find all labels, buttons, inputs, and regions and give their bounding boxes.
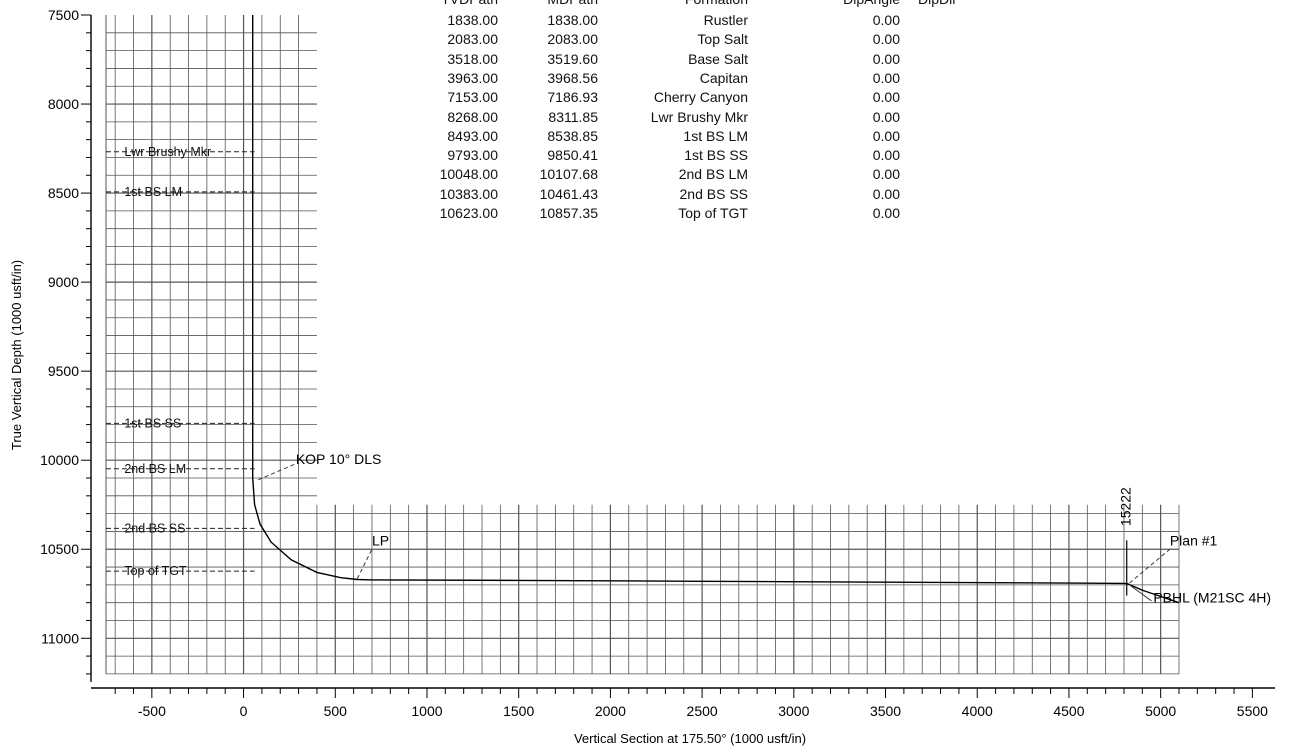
y-tick-label: 10000 (40, 452, 79, 468)
leader-line (1129, 584, 1152, 602)
x-tick-label: 4500 (1053, 703, 1084, 719)
annotation-label: 15222 (1118, 487, 1134, 526)
formation-label: 2nd BS SS (124, 521, 185, 535)
table-cell: 1838.00 (547, 12, 598, 28)
x-tick-label: 4000 (962, 703, 993, 719)
table-cell: 0.00 (872, 127, 900, 144)
table-cell: Cherry Canyon (653, 89, 748, 106)
table-cell: 0.00 (872, 147, 900, 164)
annotation-label: LP (372, 533, 389, 549)
x-tick-label: 1000 (411, 703, 442, 719)
x-tick-label: 500 (324, 703, 348, 719)
table-cell: 10107.68 (539, 166, 598, 183)
table-cell: Top Salt (697, 31, 748, 48)
table-cell: 0.00 (872, 185, 900, 202)
grid-lines (105, 15, 1180, 675)
table-cell: Top of TGT (678, 205, 748, 221)
table-cell: 3963.00 (447, 69, 498, 86)
table-cell: 0.00 (872, 31, 900, 48)
formation-label: 1st BS LM (124, 185, 182, 199)
table-cell: 9850.41 (547, 147, 598, 164)
table-cell: 1838.00 (447, 12, 498, 28)
table-cell: 3519.60 (547, 50, 598, 67)
y-axis-label: True Vertical Depth (1000 usft/in) (9, 260, 24, 450)
leader-line (258, 463, 296, 481)
table-cell: 8493.00 (447, 127, 498, 144)
annotation-label: KOP 10° DLS (296, 451, 382, 467)
y-tick-label: 7500 (48, 7, 79, 23)
y-tick-label: 8000 (48, 96, 79, 112)
table-cell: Base Salt (688, 50, 748, 67)
table-cell: 3518.00 (447, 50, 498, 67)
table-cell: 10048.00 (439, 166, 498, 183)
table-cell: 8538.85 (547, 127, 598, 144)
table-cell: 1st BS SS (684, 147, 748, 164)
table-header: MDPath (508, 0, 598, 7)
table-cell: 10857.35 (539, 205, 598, 221)
leader-line (356, 549, 373, 579)
table-cell: 10383.00 (439, 185, 498, 202)
table-cell: 10461.43 (539, 185, 598, 202)
annotation-label: Plan #1 (1170, 533, 1218, 549)
table-cell: 0.00 (872, 108, 900, 125)
annotation-label: PBHL (M21SC 4H) (1153, 590, 1271, 606)
formation-lines: Lwr Brushy Mkr 1st BS LM 1st BS SS 2nd BS L… (106, 145, 255, 578)
table-cell: 0.00 (872, 89, 900, 106)
table-cell: 8311.85 (548, 108, 598, 125)
table-header: TVDPath (418, 0, 498, 7)
x-tick-label: -500 (138, 703, 166, 719)
table-cell: Rustler (703, 12, 748, 28)
table-cell: 7186.93 (547, 89, 598, 106)
y-tick-label: 9000 (48, 274, 79, 290)
formation-label: 2nd BS LM (124, 462, 186, 476)
table-cell: 8268.00 (447, 108, 498, 125)
axes: -500 0 500 1000 1500 2000 2500 3000 3500 4000 4500… (40, 7, 1275, 719)
table-cell: Capitan (699, 69, 748, 86)
leader-line (1129, 548, 1171, 584)
table-header: DipAngle (805, 0, 900, 7)
x-tick-label: 5500 (1237, 703, 1268, 719)
y-tick-label: 10500 (40, 541, 79, 557)
formation-label: Lwr Brushy Mkr (124, 145, 211, 159)
table-cell: 2nd BS SS (679, 185, 749, 202)
formation-label: Top of TGT (124, 564, 187, 578)
formation-label: 1st BS SS (124, 416, 181, 430)
x-tick-label: 3000 (778, 703, 809, 719)
well-path (251, 15, 1180, 604)
x-tick-label: 2000 (595, 703, 626, 719)
table-header: Formation (620, 0, 748, 7)
table-cell: 0.00 (872, 50, 900, 67)
y-tick-label: 9500 (48, 363, 79, 379)
x-tick-label: 3500 (870, 703, 901, 719)
table-cell: 1st BS LM (683, 127, 748, 144)
y-tick-label: 11000 (41, 630, 79, 646)
table-cell: Lwr Brushy Mkr (650, 108, 748, 125)
table-cell: 2083.00 (447, 31, 498, 48)
annotation-labels: KOP 10° DLS LP 15222 Plan #1 PBHL (M21SC 4H) (258, 451, 1271, 606)
table-cell: 2nd BS LM (678, 166, 748, 183)
table-cell: 0.00 (872, 205, 900, 221)
table-cell: 0.00 (872, 69, 900, 86)
table-cell: 0.00 (872, 12, 900, 28)
table-cell: 2083.00 (547, 31, 598, 48)
x-tick-label: 2500 (687, 703, 718, 719)
well-path-line (251, 15, 1180, 604)
x-tick-label: 5000 (1145, 703, 1176, 719)
x-tick-label: 1500 (503, 703, 534, 719)
x-axis-label: Vertical Section at 175.50° (1000 usft/i… (574, 731, 806, 746)
table-cell: 7153.00 (447, 89, 498, 106)
x-tick-label: 0 (240, 703, 248, 719)
y-tick-label: 8500 (48, 185, 79, 201)
table-cell: 10623.00 (439, 205, 498, 221)
table-cell: 0.00 (872, 166, 900, 183)
table-cell: 3968.56 (547, 69, 598, 86)
table-cell: 9793.00 (447, 147, 498, 164)
table-header: DipDir (918, 0, 998, 7)
